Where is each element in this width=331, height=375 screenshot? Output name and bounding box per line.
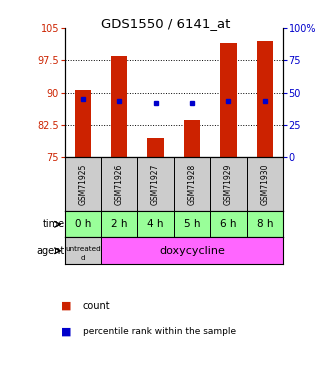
Bar <box>247 157 283 212</box>
Bar <box>101 237 283 264</box>
Text: GSM71926: GSM71926 <box>115 164 124 205</box>
Bar <box>101 157 137 212</box>
Text: GSM71927: GSM71927 <box>151 164 160 205</box>
Text: ■: ■ <box>61 327 72 337</box>
Text: 2 h: 2 h <box>111 219 127 229</box>
Text: d: d <box>80 255 85 261</box>
Bar <box>210 157 247 212</box>
Bar <box>257 41 273 157</box>
Bar <box>137 211 174 237</box>
Text: untreated: untreated <box>65 246 101 252</box>
Text: 8 h: 8 h <box>257 219 273 229</box>
Bar <box>137 157 174 212</box>
Text: 4 h: 4 h <box>147 219 164 229</box>
Bar <box>174 211 210 237</box>
Bar <box>220 43 237 157</box>
Bar <box>74 90 91 157</box>
Text: GSM71928: GSM71928 <box>187 164 197 205</box>
Bar <box>147 138 164 157</box>
Text: GSM71930: GSM71930 <box>260 164 269 205</box>
Text: doxycycline: doxycycline <box>159 246 225 256</box>
Text: ■: ■ <box>61 301 72 310</box>
Bar <box>111 56 127 157</box>
Bar <box>184 120 200 157</box>
Text: agent: agent <box>36 246 65 256</box>
Bar <box>65 237 101 264</box>
Bar <box>101 211 137 237</box>
Text: percentile rank within the sample: percentile rank within the sample <box>83 327 236 336</box>
Bar <box>65 211 101 237</box>
Text: count: count <box>83 301 110 310</box>
Bar <box>65 157 101 212</box>
Text: 5 h: 5 h <box>184 219 200 229</box>
Bar <box>210 211 247 237</box>
Text: GSM71925: GSM71925 <box>78 164 87 205</box>
Text: GDS1550 / 6141_at: GDS1550 / 6141_at <box>101 17 230 30</box>
Bar <box>247 211 283 237</box>
Text: time: time <box>42 219 65 229</box>
Text: 0 h: 0 h <box>74 219 91 229</box>
Text: 6 h: 6 h <box>220 219 237 229</box>
Bar <box>174 157 210 212</box>
Text: GSM71929: GSM71929 <box>224 164 233 205</box>
